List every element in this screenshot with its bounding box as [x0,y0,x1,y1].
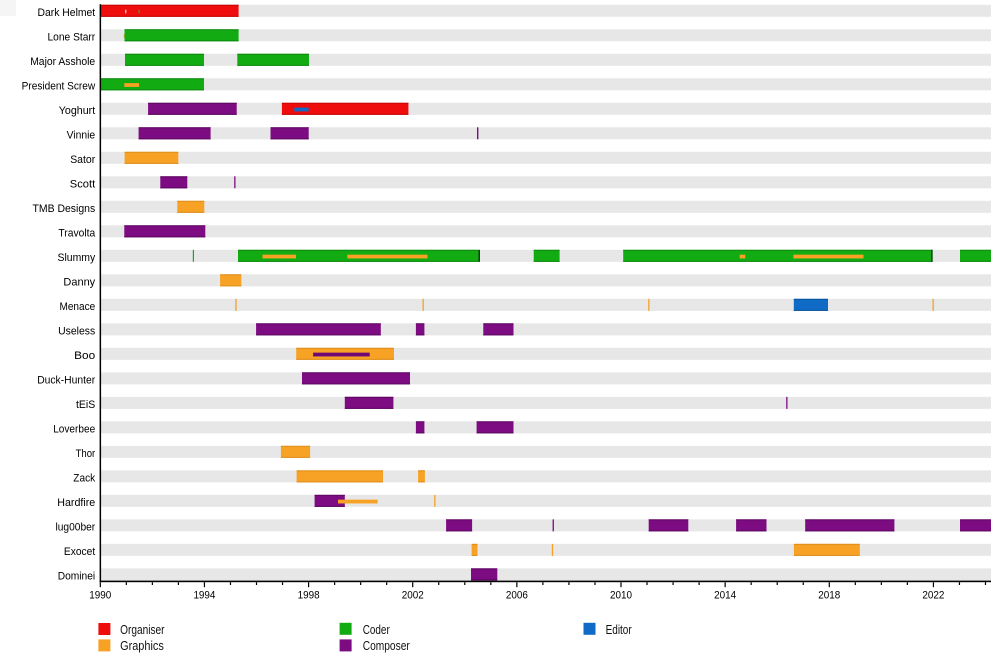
svg-text:Major Asshole: Major Asshole [30,56,95,68]
svg-text:Slummy: Slummy [58,252,96,264]
svg-text:2010: 2010 [610,590,632,602]
svg-text:Lone Starr: Lone Starr [48,31,96,43]
svg-text:Coder: Coder [363,622,391,637]
svg-text:Useless: Useless [58,325,95,337]
svg-text:2022: 2022 [922,590,944,602]
svg-text:Yoghurt: Yoghurt [59,105,95,117]
svg-text:Scott: Scott [70,178,95,190]
svg-text:2018: 2018 [818,590,840,602]
svg-text:lug00ber: lug00ber [56,521,96,533]
svg-text:1994: 1994 [193,590,215,602]
svg-text:Zack: Zack [73,472,96,484]
svg-text:TMB Designs: TMB Designs [33,203,96,215]
svg-text:1998: 1998 [298,590,320,602]
svg-text:Loverbee: Loverbee [53,423,95,435]
svg-text:Hardfire: Hardfire [57,497,95,509]
svg-text:Thor: Thor [76,448,96,460]
svg-text:Editor: Editor [606,622,633,637]
svg-text:Sator: Sator [70,154,95,166]
svg-text:Menace: Menace [60,301,96,313]
svg-text:Dominei: Dominei [58,570,96,582]
svg-text:Danny: Danny [63,276,95,288]
svg-text:2014: 2014 [714,590,736,602]
svg-text:Duck-Hunter: Duck-Hunter [37,374,95,386]
svg-text:Graphics: Graphics [120,638,164,653]
svg-text:Travolta: Travolta [58,227,95,239]
svg-text:2006: 2006 [506,590,528,602]
svg-text:tEiS: tEiS [76,399,95,411]
svg-text:Organiser: Organiser [120,622,165,637]
svg-text:2002: 2002 [402,590,424,602]
svg-text:Vinnie: Vinnie [67,129,96,141]
svg-text:Exocet: Exocet [64,546,95,558]
svg-text:Dark Helmet: Dark Helmet [38,7,96,19]
svg-text:Boo: Boo [74,350,95,362]
svg-text:President Screw: President Screw [22,80,96,92]
svg-text:1990: 1990 [89,590,111,602]
svg-text:Composer: Composer [363,638,411,653]
